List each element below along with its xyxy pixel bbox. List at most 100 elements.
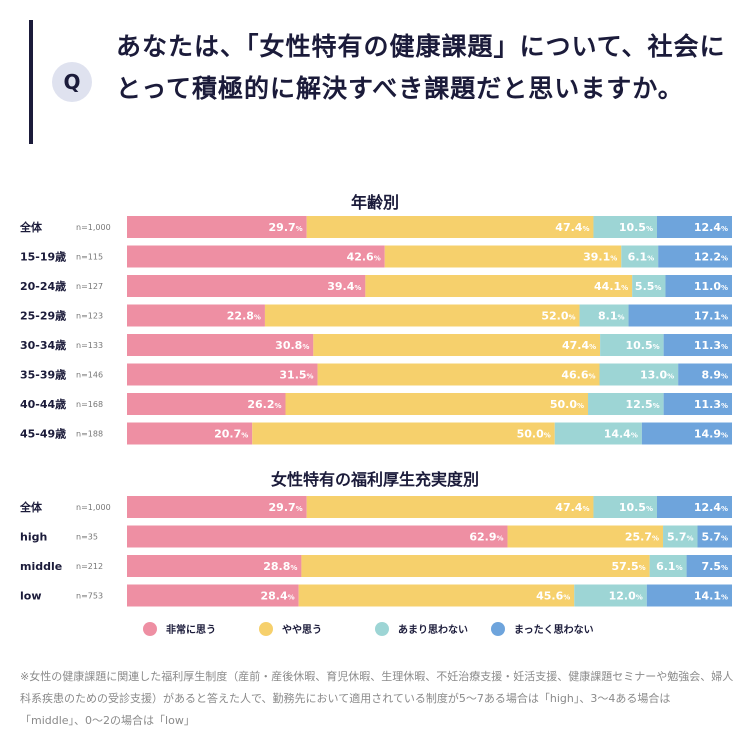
bar-segment-somewhat	[264, 304, 580, 327]
chart-title-benefit: 女性特有の福利厚生充実度別	[270, 470, 479, 489]
bar-segment-not-much	[593, 216, 657, 238]
legend-label-very: 非常に思う	[166, 625, 216, 636]
legend-swatch-very	[143, 621, 157, 636]
bar-segment-not-much	[579, 304, 629, 327]
bar-segment-very	[127, 422, 253, 445]
legend-item-not-at-all: まったく思わない	[491, 621, 607, 636]
legend-item-very: 非常に思う	[143, 621, 259, 636]
bar-segment-not-at-all	[656, 496, 732, 518]
data-label-unit: %	[307, 373, 314, 381]
legend-swatch-not-much	[375, 621, 389, 636]
row-n-label: n=188	[76, 430, 103, 439]
row-label: 25-29歳	[20, 309, 66, 323]
data-label-unit: %	[302, 343, 309, 351]
data-label: 12.5%	[625, 398, 659, 411]
data-label: 46.6%	[561, 369, 595, 382]
data-label-unit: %	[296, 225, 303, 233]
bar-segment-very	[127, 245, 385, 268]
legend-label-somewhat: やや思う	[282, 625, 322, 636]
data-label: 11.3%	[694, 339, 728, 352]
data-label: 12.4%	[694, 221, 728, 234]
bar-segment-not-at-all	[628, 304, 732, 327]
row-label: middle	[20, 560, 62, 573]
row-label: 30-34歳	[20, 338, 66, 352]
data-label-unit: %	[721, 564, 728, 572]
data-label-unit: %	[646, 225, 653, 233]
data-label-unit: %	[618, 314, 625, 322]
data-label-unit: %	[721, 225, 728, 233]
data-label-unit: %	[646, 505, 653, 513]
data-label-unit: %	[589, 343, 596, 351]
bar-segment-very	[127, 393, 286, 415]
data-label: 42.6%	[347, 251, 381, 264]
data-label: 12.2%	[694, 251, 728, 264]
data-label: 14.9%	[694, 428, 728, 441]
bar-segment-somewhat	[298, 584, 575, 607]
data-label-unit: %	[582, 225, 589, 233]
bar-segment-somewhat	[365, 275, 633, 297]
row-n-label: n=168	[76, 400, 103, 409]
data-label: 26.2%	[247, 398, 281, 411]
data-label-unit: %	[653, 402, 660, 410]
bar-segment-somewhat	[285, 393, 589, 415]
bar-segment-not-much	[599, 363, 679, 386]
row-n-label: n=115	[76, 253, 103, 262]
data-label-unit: %	[721, 402, 728, 410]
data-label: 12.4%	[694, 501, 728, 514]
data-label-unit: %	[667, 373, 674, 381]
data-label: 6.1%	[628, 251, 655, 264]
bar-segment-not-much	[574, 584, 647, 607]
data-label: 50.0%	[517, 428, 551, 441]
bar-segment-not-much	[600, 334, 664, 356]
bar-segment-very	[127, 304, 265, 327]
row-label: 45-49歳	[20, 427, 66, 441]
stacked-bar-charts: 全体 n=1,000 29.7% 47.4% 10.5% 12.4% 15-19歳 n=115…	[19, 216, 732, 607]
row-n-label: n=127	[76, 282, 103, 291]
row-n-label: n=1,000	[76, 223, 111, 232]
footnote: ※女性の健康課題に関連した福利厚生制度（産前・産後休暇、育児休暇、生理休暇、不妊…	[20, 670, 734, 727]
bar-segment-very	[127, 216, 307, 238]
row-label: 20-24歳	[20, 279, 66, 293]
data-label: 7.5%	[701, 560, 728, 573]
data-label: 50.0%	[550, 398, 584, 411]
data-label: 14.4%	[604, 428, 638, 441]
data-label-unit: %	[631, 432, 638, 440]
data-label-unit: %	[721, 284, 728, 292]
data-label-unit: %	[274, 402, 281, 410]
data-label: 11.3%	[694, 398, 728, 411]
row-n-label: n=146	[76, 371, 103, 380]
data-label: 62.9%	[469, 531, 503, 544]
data-label: 12.0%	[609, 590, 643, 603]
legend-swatch-not-at-all	[491, 621, 505, 636]
data-label-unit: %	[577, 402, 584, 410]
data-label: 5.7%	[667, 531, 694, 544]
bar-segment-somewhat	[507, 525, 664, 548]
legend-label-not-much: あまり思わない	[398, 625, 468, 636]
bar-segment-not-at-all	[678, 363, 732, 386]
data-label-unit: %	[654, 284, 661, 292]
row-label: low	[20, 590, 42, 603]
row-n-label: n=753	[76, 592, 103, 601]
data-label-unit: %	[354, 284, 361, 292]
data-label-unit: %	[652, 535, 659, 543]
legend: 非常に思う やや思う あまり思わない まったく思わない	[143, 621, 607, 636]
row-label: 全体	[19, 220, 43, 234]
legend-label-not-at-all: まったく思わない	[514, 625, 594, 636]
bar-segment-somewhat	[384, 245, 622, 268]
data-label: 10.5%	[625, 339, 659, 352]
bar-segment-very	[127, 275, 366, 297]
data-label: 30.8%	[275, 339, 309, 352]
data-label-unit: %	[676, 564, 683, 572]
row-label: high	[20, 531, 47, 544]
data-label: 8.1%	[598, 310, 625, 323]
bar-segment-not-at-all	[697, 525, 732, 548]
data-label: 47.4%	[555, 501, 589, 514]
bar-segment-somewhat	[317, 363, 600, 386]
row-n-label: n=1,000	[76, 503, 111, 512]
data-label: 13.0%	[640, 369, 674, 382]
data-label: 29.7%	[269, 221, 303, 234]
bar-segment-not-much	[554, 422, 642, 445]
bar-segment-not-at-all	[641, 422, 732, 445]
bar-segment-somewhat	[306, 216, 594, 238]
data-label-unit: %	[721, 373, 728, 381]
